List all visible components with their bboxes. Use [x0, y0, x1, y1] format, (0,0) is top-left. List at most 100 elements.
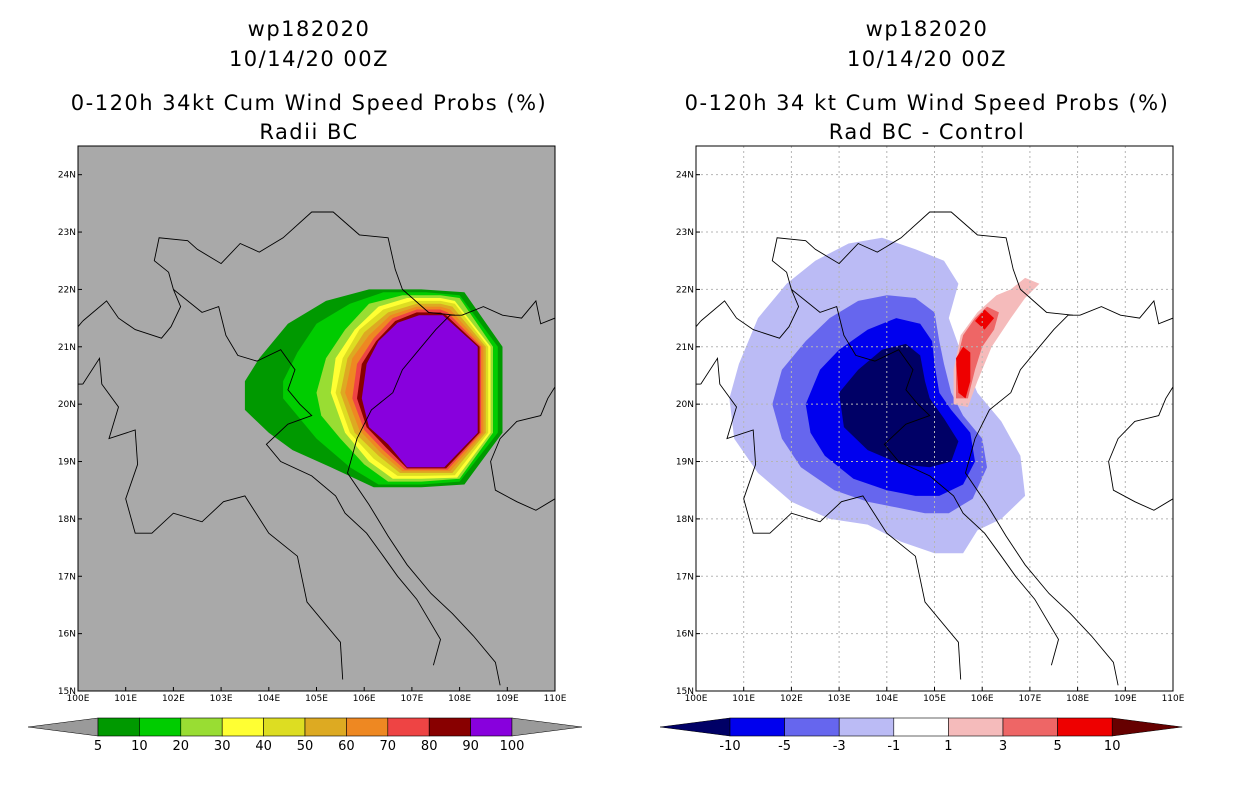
- right-ytick-label-21N: 21N: [676, 343, 694, 353]
- left-xtick-label-107E: 107E: [400, 694, 423, 704]
- left-border-line-7: [490, 386, 555, 511]
- right-border-line-6: [1079, 299, 1173, 325]
- left-xtick-label-106E: 106E: [353, 694, 376, 704]
- right-title: 0-120h 34 kt Cum Wind Speed Probs (%): [684, 91, 1170, 115]
- right-border-line-0: [771, 211, 1073, 316]
- left-ytick-label-19N: 19N: [58, 458, 76, 468]
- left-colorbar-left-arrow: [27, 717, 99, 737]
- left-xtick-label-101E: 101E: [114, 694, 137, 704]
- left-colorbar-label-5: 50: [297, 739, 314, 754]
- left-ytick-label-24N: 24N: [58, 171, 76, 181]
- right-colorbar-left-arrow: [659, 717, 731, 737]
- left-colorbar-swatch-1: [139, 717, 182, 737]
- left-colorbar-swatch-6: [346, 717, 389, 737]
- right-ytick-label-24N: 24N: [676, 171, 694, 181]
- right-border-line-3: [700, 356, 962, 680]
- left-storm-id: wp182020: [247, 17, 371, 41]
- left-map-figure: 100E 101E 102E 103E 104E 105E 106E 107E 108E 109E…: [27, 145, 583, 754]
- right-xtick-label-101E: 101E: [732, 694, 755, 704]
- left-border-line-1: [82, 289, 182, 339]
- left-colorbar-swatch-5: [304, 717, 347, 737]
- right-colorbar-label-1: -5: [778, 739, 791, 754]
- right-xtick-label-106E: 106E: [971, 694, 994, 704]
- left-ytick-label-18N: 18N: [58, 515, 76, 525]
- left-colorbar-swatch-2: [180, 717, 223, 737]
- right-border-line-8: [696, 320, 702, 327]
- left-colorbar-swatch-3: [221, 717, 264, 737]
- right-ytick-label-22N: 22N: [676, 285, 694, 295]
- left-xtick-label-100E: 100E: [67, 694, 90, 704]
- right-contour-5-6: [956, 346, 971, 399]
- left-colorbar-swatch-4: [263, 717, 306, 737]
- right-colorbar-label-5: 3: [999, 739, 1007, 754]
- right-xtick-label-107E: 107E: [1018, 694, 1041, 704]
- right-storm-id: wp182020: [865, 17, 989, 41]
- left-colorbar-swatch-0: [97, 717, 140, 737]
- right-contour-5-7: [975, 309, 995, 330]
- right-colorbar-swatch-1: [784, 717, 840, 737]
- right-xtick-label-100E: 100E: [685, 694, 708, 704]
- left-ytick-label-23N: 23N: [58, 228, 76, 238]
- right-xtick-label-103E: 103E: [828, 694, 851, 704]
- left-xtick-label-104E: 104E: [257, 694, 280, 704]
- right-colorbar-swatch-6: [1057, 717, 1113, 737]
- right-colorbar-label-3: -1: [887, 739, 900, 754]
- left-colorbar-label-0: 5: [94, 739, 102, 754]
- right-colorbar-label-7: 10: [1104, 739, 1121, 754]
- left-colorbar-swatch-8: [428, 717, 471, 737]
- left-colorbar-swatch-7: [387, 717, 430, 737]
- right-colorbar-swatch-2: [838, 717, 895, 737]
- left-colorbar-swatch-9: [470, 717, 513, 737]
- left-border-line-5: [347, 392, 501, 686]
- left-border-line-4: [392, 314, 462, 393]
- right-border-line-4: [1010, 314, 1080, 393]
- right-subtitle: Rad BC - Control: [828, 120, 1026, 144]
- right-ytick-label-19N: 19N: [676, 458, 694, 468]
- left-colorbar-label-9: 90: [462, 739, 479, 754]
- left-datetime: 10/14/20 00Z: [228, 47, 390, 71]
- right-ytick-label-18N: 18N: [676, 515, 694, 525]
- right-map-figure: 100E 101E 102E 103E 104E 105E 106E 107E 108E 109E…: [659, 145, 1185, 754]
- right-border-line-1: [700, 289, 800, 339]
- left-ytick-label-22N: 22N: [58, 285, 76, 295]
- right-xtick-label-102E: 102E: [780, 694, 803, 704]
- left-colorbar-label-4: 40: [255, 739, 272, 754]
- right-colorbar-label-0: -10: [719, 739, 740, 754]
- right-xtick-label-109E: 109E: [1114, 694, 1137, 704]
- right-map-panel: wp182020 10/14/20 00Z 0-120h 34 kt Cum W…: [618, 0, 1236, 800]
- left-colorbar-label-2: 20: [173, 739, 190, 754]
- right-colorbar-swatch-5: [1002, 717, 1058, 737]
- left-border-line-0: [153, 211, 455, 316]
- left-ytick-label-17N: 17N: [58, 572, 76, 582]
- right-border-line-7: [1108, 386, 1173, 511]
- left-colorbar-label-10: 100: [500, 739, 525, 754]
- left-colorbar-label-1: 10: [131, 739, 148, 754]
- right-colorbar-swatch-4: [948, 717, 1004, 737]
- right-colorbar-label-2: -3: [833, 739, 846, 754]
- left-colorbar-right-arrow: [511, 717, 583, 737]
- right-ytick-label-17N: 17N: [676, 572, 694, 582]
- left-ytick-label-15N: 15N: [58, 687, 76, 697]
- left-ytick-label-21N: 21N: [58, 343, 76, 353]
- left-xtick-label-110E: 110E: [544, 694, 567, 704]
- left-colorbar-label-8: 80: [421, 739, 438, 754]
- left-border-line-8: [78, 320, 84, 327]
- right-map-layer: [696, 146, 1173, 691]
- left-xtick-label-103E: 103E: [210, 694, 233, 704]
- left-contour-90-9: [361, 315, 478, 468]
- left-colorbar-label-7: 70: [380, 739, 397, 754]
- left-xtick-label-109E: 109E: [496, 694, 519, 704]
- right-contour-neg10-3: [839, 343, 959, 468]
- right-xtick-label-110E: 110E: [1162, 694, 1185, 704]
- right-contour-1-4: [953, 277, 1040, 407]
- left-border-line-2: [173, 289, 441, 666]
- right-datetime: 10/14/20 00Z: [846, 47, 1008, 71]
- left-title: 0-120h 34kt Cum Wind Speed Probs (%): [70, 91, 548, 115]
- right-colorbar-right-arrow: [1111, 717, 1183, 737]
- right-colorbar-label-4: 1: [944, 739, 952, 754]
- right-ytick-label-15N: 15N: [676, 687, 694, 697]
- left-ytick-label-16N: 16N: [58, 630, 76, 640]
- left-colorbar-label-3: 30: [214, 739, 231, 754]
- right-border-line-2: [791, 289, 1059, 666]
- right-colorbar-label-6: 5: [1053, 739, 1061, 754]
